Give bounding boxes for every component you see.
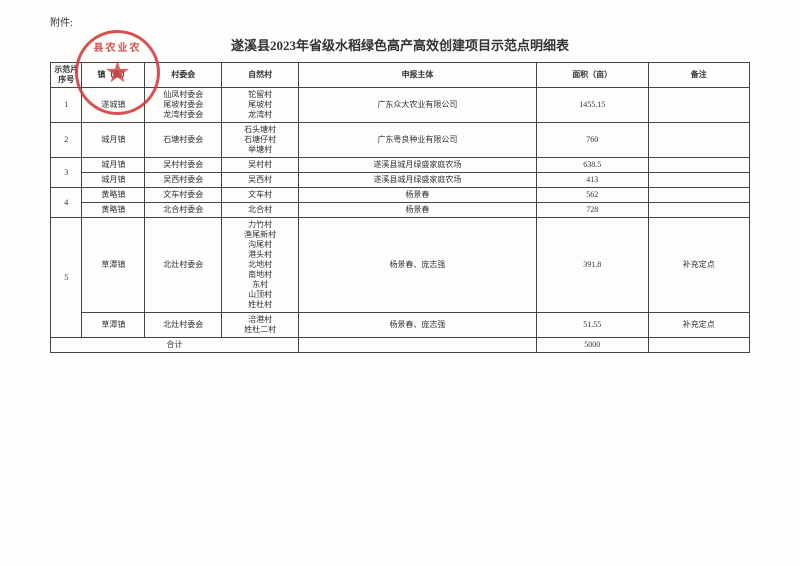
cell-nvillage: 文车村	[222, 188, 299, 203]
table-row: 城月镇吴西村委会吴西村遂溪县城月绿盛家庭农场413	[51, 173, 750, 188]
cell-nvillage: 北合村	[222, 203, 299, 218]
cell-entity: 广东粤良种业有限公司	[299, 123, 537, 158]
cell-vcommittee: 石塘村委会	[145, 123, 222, 158]
cell-vcommittee: 仙凤村委会 尾坡村委会 龙湾村委会	[145, 88, 222, 123]
cell-town: 遂城镇	[82, 88, 145, 123]
cell-remark: 补充定点	[648, 313, 749, 338]
cell-area: 413	[536, 173, 648, 188]
th-entity: 申报主体	[299, 63, 537, 88]
cell-town: 草潭镇	[82, 313, 145, 338]
cell-nvillage: 涪港村 姓杜二村	[222, 313, 299, 338]
table-row: 5草潭镇北灶村委会力竹村 渔尾新村 沟尾村 港头村 北地村 南地村 东村 山顶村…	[51, 218, 750, 313]
cell-index: 3	[51, 158, 82, 188]
table-row: 3城月镇吴村村委会吴村村遂溪县城月绿盛家庭农场638.5	[51, 158, 750, 173]
cell-remark	[648, 158, 749, 173]
table-row: 4黄略镇文车村委会文车村杨景春562	[51, 188, 750, 203]
cell-area: 1455.15	[536, 88, 648, 123]
total-label: 合计	[51, 338, 299, 353]
table-row: 草潭镇北灶村委会涪港村 姓杜二村杨景春、庞志强51.55补充定点	[51, 313, 750, 338]
cell-index: 1	[51, 88, 82, 123]
cell-nvillage: 力竹村 渔尾新村 沟尾村 港头村 北地村 南地村 东村 山顶村 姓杜村	[222, 218, 299, 313]
cell-town: 黄略镇	[82, 203, 145, 218]
cell-index: 4	[51, 188, 82, 218]
th-nvillage: 自然村	[222, 63, 299, 88]
cell-entity: 杨景春、庞志强	[299, 218, 537, 313]
total-row: 合计 5000	[51, 338, 750, 353]
cell-index: 5	[51, 218, 82, 338]
cell-nvillage: 吴西村	[222, 173, 299, 188]
cell-town: 城月镇	[82, 158, 145, 173]
cell-area: 638.5	[536, 158, 648, 173]
cell-index: 2	[51, 123, 82, 158]
table-header-row: 示范片 序号 镇（街） 村委会 自然村 申报主体 面积（亩） 备注	[51, 63, 750, 88]
cell-remark: 补充定点	[648, 218, 749, 313]
cell-entity: 遂溪县城月绿盛家庭农场	[299, 173, 537, 188]
cell-entity: 杨景春	[299, 203, 537, 218]
cell-entity: 杨景春、庞志强	[299, 313, 537, 338]
cell-remark	[648, 188, 749, 203]
cell-remark	[648, 173, 749, 188]
cell-nvillage: 石头塘村 石塘仔村 举塘村	[222, 123, 299, 158]
cell-area: 760	[536, 123, 648, 158]
cell-area: 391.8	[536, 218, 648, 313]
cell-vcommittee: 北合村委会	[145, 203, 222, 218]
table-row: 黄略镇北合村委会北合村杨景春728	[51, 203, 750, 218]
table-row: 1遂城镇仙凤村委会 尾坡村委会 龙湾村委会铊留村 尾坡村 龙湾村广东众大农业有限…	[51, 88, 750, 123]
cell-vcommittee: 吴村村委会	[145, 158, 222, 173]
cell-vcommittee: 吴西村委会	[145, 173, 222, 188]
total-spacer	[299, 338, 537, 353]
th-vcommittee: 村委会	[145, 63, 222, 88]
cell-town: 城月镇	[82, 123, 145, 158]
th-town: 镇（街）	[82, 63, 145, 88]
total-value: 5000	[536, 338, 648, 353]
cell-town: 黄略镇	[82, 188, 145, 203]
cell-area: 51.55	[536, 313, 648, 338]
cell-area: 728	[536, 203, 648, 218]
cell-entity: 广东众大农业有限公司	[299, 88, 537, 123]
cell-nvillage: 吴村村	[222, 158, 299, 173]
cell-vcommittee: 文车村委会	[145, 188, 222, 203]
cell-vcommittee: 北灶村委会	[145, 218, 222, 313]
page-title: 遂溪县2023年省级水稻绿色高产高效创建项目示范点明细表	[50, 35, 750, 54]
cell-entity: 杨景春	[299, 188, 537, 203]
cell-nvillage: 铊留村 尾坡村 龙湾村	[222, 88, 299, 123]
table-row: 2城月镇石塘村委会石头塘村 石塘仔村 举塘村广东粤良种业有限公司760	[51, 123, 750, 158]
cell-remark	[648, 123, 749, 158]
attachment-label: 附件:	[50, 14, 750, 29]
cell-entity: 遂溪县城月绿盛家庭农场	[299, 158, 537, 173]
cell-town: 草潭镇	[82, 218, 145, 313]
th-index: 示范片 序号	[51, 63, 82, 88]
cell-remark	[648, 203, 749, 218]
cell-area: 562	[536, 188, 648, 203]
cell-town: 城月镇	[82, 173, 145, 188]
th-area: 面积（亩）	[536, 63, 648, 88]
cell-vcommittee: 北灶村委会	[145, 313, 222, 338]
th-remark: 备注	[648, 63, 749, 88]
detail-table: 示范片 序号 镇（街） 村委会 自然村 申报主体 面积（亩） 备注 1遂城镇仙凤…	[50, 62, 750, 353]
total-remark	[648, 338, 749, 353]
cell-remark	[648, 88, 749, 123]
